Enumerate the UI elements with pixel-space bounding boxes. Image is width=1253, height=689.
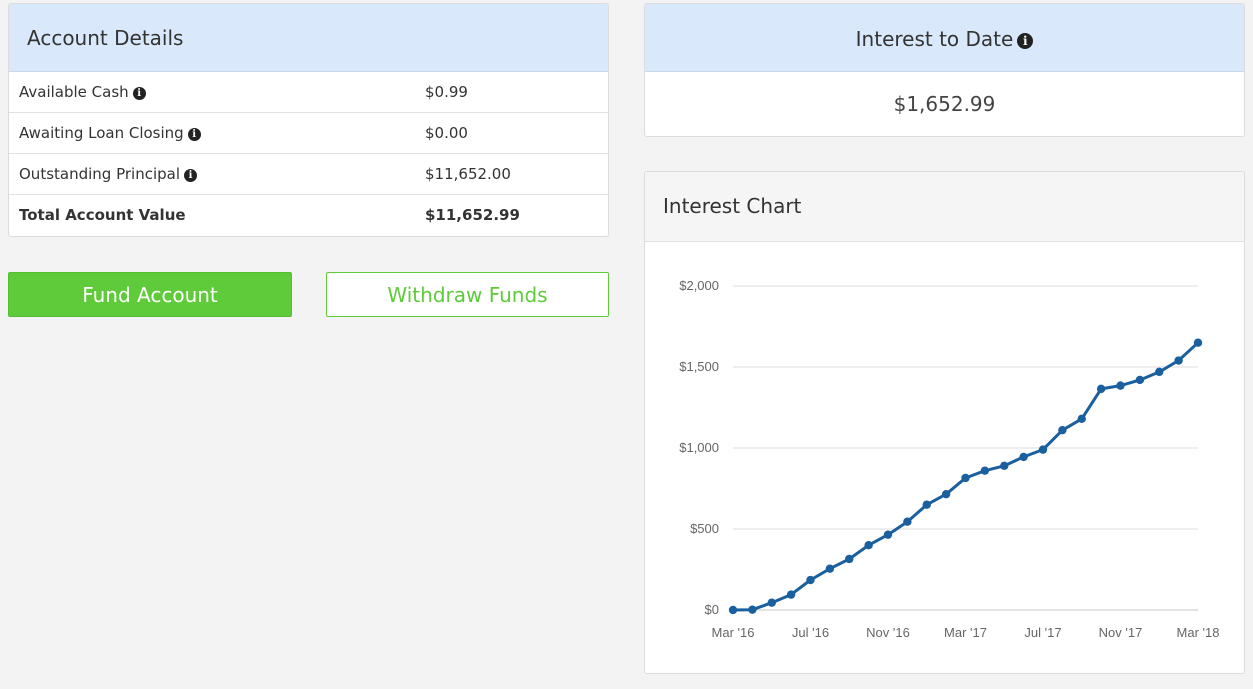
data-point[interactable] xyxy=(922,500,931,509)
table-row: Awaiting Loan Closing i $0.00 xyxy=(9,112,608,154)
data-point[interactable] xyxy=(1019,452,1028,462)
interest-chart-panel: Interest Chart $0 $500 $1,000 $1,500 $2,000 … xyxy=(644,171,1245,674)
withdraw-funds-button[interactable]: Withdraw Funds xyxy=(326,272,609,317)
data-point[interactable] xyxy=(1038,445,1048,454)
data-point[interactable] xyxy=(1058,425,1067,435)
account-details-title: Account Details xyxy=(9,4,608,72)
outstanding-principal-label: Outstanding Principal xyxy=(19,165,180,183)
data-point[interactable] xyxy=(941,489,951,499)
data-point[interactable] xyxy=(1077,414,1086,424)
data-point[interactable] xyxy=(728,605,738,615)
awaiting-loan-closing-label: Awaiting Loan Closing xyxy=(19,124,184,142)
x-tick-label: Nov '16 xyxy=(866,625,910,640)
x-tick-label: Mar '16 xyxy=(712,625,755,640)
available-cash-label: Available Cash xyxy=(19,83,129,101)
data-point[interactable] xyxy=(1096,384,1106,394)
y-tick-label: $0 xyxy=(705,602,719,617)
data-point[interactable] xyxy=(1155,367,1164,377)
account-details-panel: Account Details Available Cash i $0.99 Aw… xyxy=(8,3,609,237)
x-tick-label: Nov '17 xyxy=(1099,625,1143,640)
data-point[interactable] xyxy=(767,598,776,607)
info-icon[interactable]: i xyxy=(187,128,201,141)
info-icon[interactable]: i xyxy=(1017,33,1034,49)
data-point[interactable] xyxy=(1174,356,1183,365)
x-tick-label: Jul '17 xyxy=(1024,625,1061,640)
interest-chart-title: Interest Chart xyxy=(645,172,1244,242)
data-point[interactable] xyxy=(786,590,796,599)
y-tick-label: $1,500 xyxy=(679,359,719,374)
data-point[interactable] xyxy=(806,575,815,585)
data-point[interactable] xyxy=(864,541,873,550)
awaiting-loan-closing-value: $0.00 xyxy=(415,112,608,154)
data-point[interactable] xyxy=(1193,338,1203,347)
total-account-value: $11,652.99 xyxy=(415,194,608,235)
total-account-value-label: Total Account Value xyxy=(9,194,415,235)
data-point[interactable] xyxy=(961,473,970,483)
data-point[interactable] xyxy=(825,564,835,573)
data-point[interactable] xyxy=(903,517,912,526)
info-icon[interactable]: i xyxy=(184,169,197,182)
table-row: Total Account Value $11,652.99 xyxy=(9,194,608,235)
data-point[interactable] xyxy=(1135,375,1145,385)
y-tick-label: $1,000 xyxy=(679,440,719,455)
data-point[interactable] xyxy=(883,530,893,539)
table-row: Available Cash i $0.99 xyxy=(9,72,608,113)
interest-to-date-title: Interest to Date xyxy=(855,27,1014,51)
data-point[interactable] xyxy=(748,605,757,614)
available-cash-value: $0.99 xyxy=(425,83,468,101)
interest-chart: $0 $500 $1,000 $1,500 $2,000 Mar '16 Jul '16 N… xyxy=(679,278,1220,640)
interest-to-date-value: $1,652.99 xyxy=(893,92,996,116)
account-details-table: Available Cash i $0.99 Awaiting Loan Clos… xyxy=(9,72,608,235)
x-tick-label: Mar '17 xyxy=(944,625,987,640)
data-point[interactable] xyxy=(845,554,854,564)
y-tick-label: $500 xyxy=(690,521,719,536)
interest-to-date-panel: Interest to Date i $1,652.99 xyxy=(644,3,1245,137)
data-point[interactable] xyxy=(1000,461,1009,471)
table-row: Outstanding Principal i $11,652.00 xyxy=(9,153,608,195)
fund-account-button[interactable]: Fund Account xyxy=(8,272,292,317)
data-point[interactable] xyxy=(1116,381,1125,390)
outstanding-principal-value: $11,652.00 xyxy=(415,153,608,195)
info-icon[interactable]: i xyxy=(132,87,146,100)
x-tick-label: Jul '16 xyxy=(792,625,829,640)
data-point[interactable] xyxy=(980,466,990,475)
y-tick-label: $2,000 xyxy=(679,278,719,293)
x-tick-label: Mar '18 xyxy=(1177,625,1220,640)
